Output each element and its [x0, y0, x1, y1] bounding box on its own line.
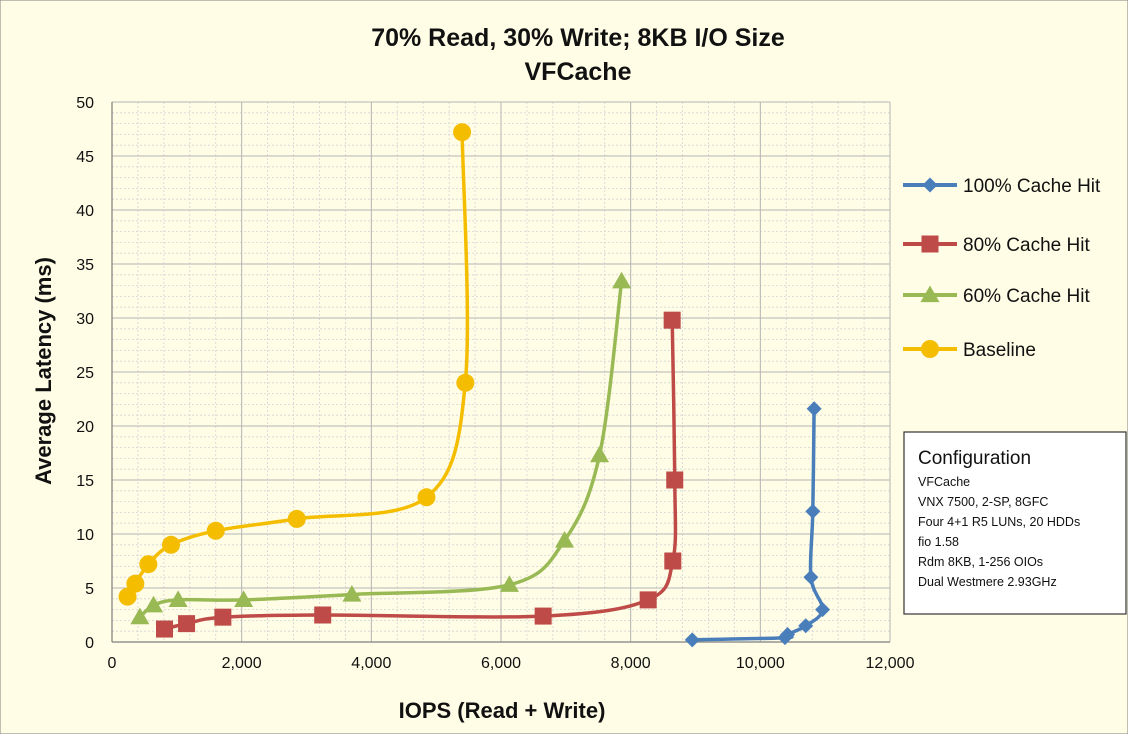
configuration-line: Rdm 8KB, 1-256 OIOs [918, 555, 1043, 569]
x-tick-label: 4,000 [351, 655, 391, 672]
configuration-line: Dual Westmere 2.93GHz [918, 575, 1057, 589]
x-tick-label: 12,000 [866, 655, 915, 672]
data-point [178, 615, 195, 632]
x-tick-label: 0 [108, 655, 117, 672]
legend-label: 100% Cache Hit [963, 176, 1101, 197]
chart-title-line-2: VFCache [525, 58, 632, 86]
legend-label: Baseline [963, 340, 1036, 361]
y-tick-label: 40 [76, 203, 94, 220]
y-tick-label: 20 [76, 419, 94, 436]
legend-label: 60% Cache Hit [963, 286, 1090, 307]
data-point [207, 522, 225, 540]
configuration-line: VNX 7500, 2-SP, 8GFC [918, 495, 1048, 509]
data-point [126, 575, 144, 593]
y-tick-label: 35 [76, 257, 94, 274]
y-tick-label: 30 [76, 311, 94, 328]
legend-swatch-marker [921, 340, 939, 358]
configuration-line: VFCache [918, 475, 970, 489]
data-point [417, 488, 435, 506]
x-tick-label: 2,000 [222, 655, 262, 672]
configuration-box: Configuration VFCache VNX 7500, 2-SP, 8GFC… [904, 432, 1126, 614]
configuration-line: Four 4+1 R5 LUNs, 20 HDDs [918, 515, 1080, 529]
legend-label: 80% Cache Hit [963, 235, 1090, 256]
data-point [664, 553, 681, 570]
legend-swatch-marker [922, 236, 939, 253]
y-tick-label: 15 [76, 473, 94, 490]
y-tick-label: 5 [85, 581, 94, 598]
data-point [288, 510, 306, 528]
data-point [666, 472, 683, 489]
y-axis-title: Average Latency (ms) [31, 257, 56, 485]
data-point [162, 536, 180, 554]
data-point [640, 591, 657, 608]
y-tick-label: 0 [85, 635, 94, 652]
configuration-heading: Configuration [918, 448, 1031, 469]
x-tick-label: 10,000 [736, 655, 785, 672]
data-point [214, 609, 231, 626]
y-tick-label: 25 [76, 365, 94, 382]
data-point [453, 123, 471, 141]
y-tick-label: 10 [76, 527, 94, 544]
x-tick-label: 8,000 [611, 655, 651, 672]
data-point [139, 555, 157, 573]
configuration-line: fio 1.58 [918, 535, 959, 549]
x-axis-title: IOPS (Read + Write) [399, 698, 606, 723]
x-tick-label: 6,000 [481, 655, 521, 672]
data-point [314, 607, 331, 624]
y-tick-label: 45 [76, 149, 94, 166]
y-tick-label: 50 [76, 95, 94, 112]
data-point [156, 621, 173, 638]
data-point [456, 374, 474, 392]
data-point [535, 608, 552, 625]
data-point [664, 312, 681, 329]
chart-title-line-1: 70% Read, 30% Write; 8KB I/O Size [371, 24, 785, 52]
